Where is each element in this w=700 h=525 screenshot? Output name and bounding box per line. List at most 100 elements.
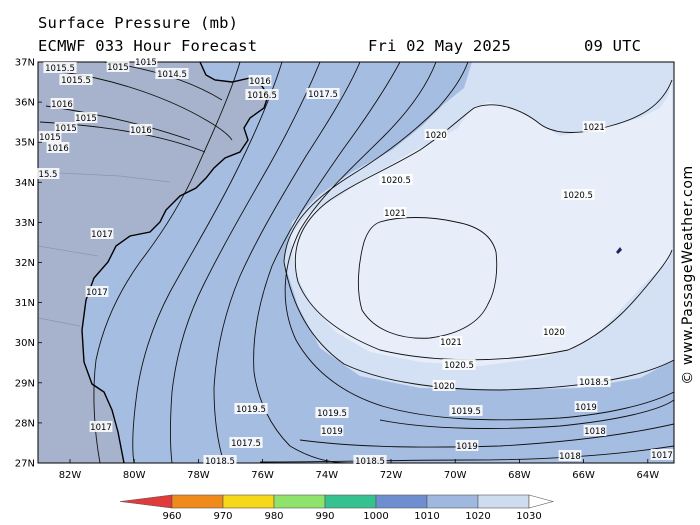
lat-label: 33N xyxy=(15,218,35,229)
isobar-label: 1020 xyxy=(433,382,455,392)
scale-arrow-low xyxy=(119,494,173,509)
scale-arrow-high xyxy=(528,494,555,509)
isobar-label: 1020 xyxy=(425,131,447,141)
lon-label: 76W xyxy=(251,470,274,481)
isobar-label-bg xyxy=(59,74,93,85)
pressure-color-scale: 960 970 980 990 1000 1010 1020 1030 xyxy=(119,494,555,522)
isobar-label-bg xyxy=(74,112,98,123)
isobar-label-bg xyxy=(54,122,78,133)
isobar-label: 1018 xyxy=(584,427,606,437)
scale-tick-label: 960 xyxy=(162,511,181,522)
band-1021-core xyxy=(290,80,672,366)
lon-label: 78W xyxy=(187,470,210,481)
isobar-label-bg xyxy=(306,88,340,99)
isobar-label: 1016 xyxy=(47,144,69,154)
isobar-label: 1021 xyxy=(440,338,462,348)
isobar-label: 1021 xyxy=(583,123,605,133)
isobar-label: 1016 xyxy=(51,100,73,110)
isobar-label: 1017.5 xyxy=(308,90,338,100)
lat-label: 29N xyxy=(15,378,35,389)
lon-label: 72W xyxy=(380,470,403,481)
isobar-label: 1015 xyxy=(39,133,61,143)
isobar-label-bg xyxy=(449,405,483,416)
bermuda xyxy=(616,247,622,254)
watermark: © www.PassageWeather.com xyxy=(676,150,700,400)
scale-segment xyxy=(426,494,479,509)
lat-label: 27N xyxy=(15,459,35,470)
isobar-label-bg xyxy=(315,407,349,418)
scale-segment xyxy=(171,494,224,509)
isobar-label: 1018.5 xyxy=(205,457,235,467)
isobar-label-bg xyxy=(50,98,74,109)
isobar-label-bg xyxy=(229,437,263,448)
watermark-text: © www.PassageWeather.com xyxy=(680,165,696,385)
isobar-label: 1017.5 xyxy=(231,439,261,449)
isobar-label: 1015 xyxy=(107,63,129,73)
lon-label: 64W xyxy=(636,470,659,481)
isobar-label-bg xyxy=(106,61,130,72)
isobar-label-bg xyxy=(90,228,114,239)
isobar-label: 15.5 xyxy=(39,170,58,180)
isobar-label-bg xyxy=(455,440,479,451)
lon-label: 74W xyxy=(315,470,338,481)
isobar-label: 1018.5 xyxy=(355,457,385,467)
land-mass xyxy=(38,62,268,463)
scale-tick-label: 1020 xyxy=(465,511,490,522)
isobar-label: 1015.5 xyxy=(61,76,91,86)
coastline xyxy=(81,62,269,463)
lat-label: 35N xyxy=(15,138,35,149)
lat-label: 32N xyxy=(15,258,35,269)
lat-label: 36N xyxy=(15,98,35,109)
map-title: Surface Pressure (mb) xyxy=(38,14,239,32)
scale-tick-label: 1030 xyxy=(516,511,541,522)
isobar-label: 1015 xyxy=(75,114,97,124)
isobar-label: 1020 xyxy=(543,328,565,338)
lon-label: 66W xyxy=(572,470,595,481)
isobar-label-bg xyxy=(38,131,62,142)
isobar-label: 1015.5 xyxy=(45,64,75,74)
longitude-axis: 82W 80W 78W 76W 74W 72W 70W 68W 66W 64W xyxy=(59,459,659,481)
isobar-label-bg xyxy=(439,336,463,347)
isobar-label: 1016 xyxy=(130,126,152,136)
lat-label: 31N xyxy=(15,298,35,309)
isobar-label-bg xyxy=(432,380,456,391)
isobar-label-bg xyxy=(424,129,448,140)
model-forecast-label: ECMWF 033 Hour Forecast xyxy=(38,37,258,55)
scale-tick-label: 1010 xyxy=(414,511,439,522)
isobar-label: 1020.5 xyxy=(563,191,593,201)
isobar-label-bg xyxy=(320,425,344,436)
isobar-label: 1015 xyxy=(55,124,77,134)
isobar-label-bg xyxy=(155,68,189,79)
isobar-label: 1018 xyxy=(559,452,581,462)
lon-label: 68W xyxy=(508,470,531,481)
scale-segment xyxy=(375,494,428,509)
isobar-label-bg xyxy=(442,359,476,370)
isobar-label-bg xyxy=(577,376,611,387)
scale-segment xyxy=(273,494,326,509)
isobar-label-bg xyxy=(650,449,674,460)
isobar-label: 1021 xyxy=(384,209,406,219)
isobar-label-bg xyxy=(542,326,566,337)
isobar-label: 1016.5 xyxy=(247,91,277,101)
isobar-label-bg xyxy=(85,286,109,297)
scale-tick-label: 970 xyxy=(213,511,232,522)
isobar-label-bg xyxy=(561,189,595,200)
scale-segment xyxy=(477,494,530,509)
isobar-label: 1019 xyxy=(456,442,478,452)
isobar-label: 1017 xyxy=(90,423,112,433)
isobar-label: 1020.5 xyxy=(444,361,474,371)
lat-label: 37N xyxy=(15,58,35,69)
isobar-label: 1019 xyxy=(321,427,343,437)
isobar-label: 1017 xyxy=(86,288,108,298)
isobar-label: 1014.5 xyxy=(157,70,187,80)
isobar-label-bg xyxy=(36,168,60,179)
isobar-label-bg xyxy=(234,403,268,414)
isobar-label: 1017 xyxy=(91,230,113,240)
isobar-label-bg xyxy=(248,75,272,86)
isobar-label-bg xyxy=(574,401,598,412)
scale-segment xyxy=(222,494,275,509)
isobar-label-bg xyxy=(203,455,237,466)
isobar-label-bg xyxy=(379,174,413,185)
lon-label: 80W xyxy=(123,470,146,481)
